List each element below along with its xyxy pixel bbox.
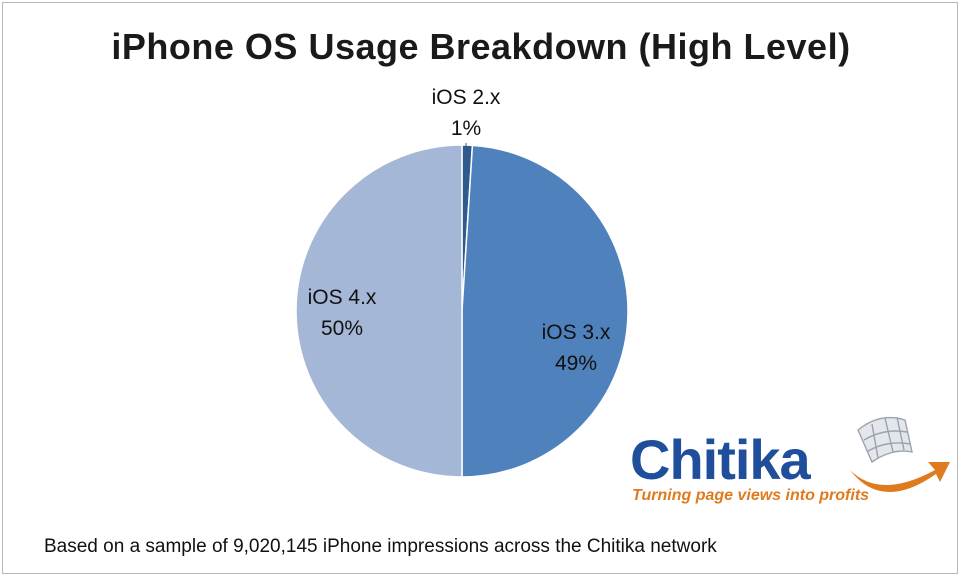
slice-name-ios2: iOS 2.x bbox=[431, 86, 501, 109]
slice-label-ios3: iOS 3.x 49% bbox=[510, 317, 642, 379]
footnote: Based on a sample of 9,020,145 iPhone im… bbox=[44, 536, 717, 557]
slice-value-ios4: 50% bbox=[320, 317, 364, 340]
chart-title: iPhone OS Usage Breakdown (High Level) bbox=[111, 26, 851, 67]
slice-label-ios4: iOS 4.x 50% bbox=[276, 282, 408, 344]
chitika-tagline: Turning page views into profits bbox=[632, 487, 870, 504]
pie-slice-ios-3-x bbox=[461, 144, 629, 478]
slice-name-ios4: iOS 4.x bbox=[307, 286, 377, 309]
slice-value-ios3: 49% bbox=[554, 352, 598, 375]
slice-name-ios3: iOS 3.x bbox=[541, 321, 611, 344]
pie-slice-ios-4-x bbox=[295, 144, 463, 478]
chitika-logo-text: Chitika bbox=[630, 428, 811, 491]
slice-label-ios2: iOS 2.x 1% bbox=[400, 82, 532, 144]
slice-value-ios2: 1% bbox=[450, 117, 482, 140]
